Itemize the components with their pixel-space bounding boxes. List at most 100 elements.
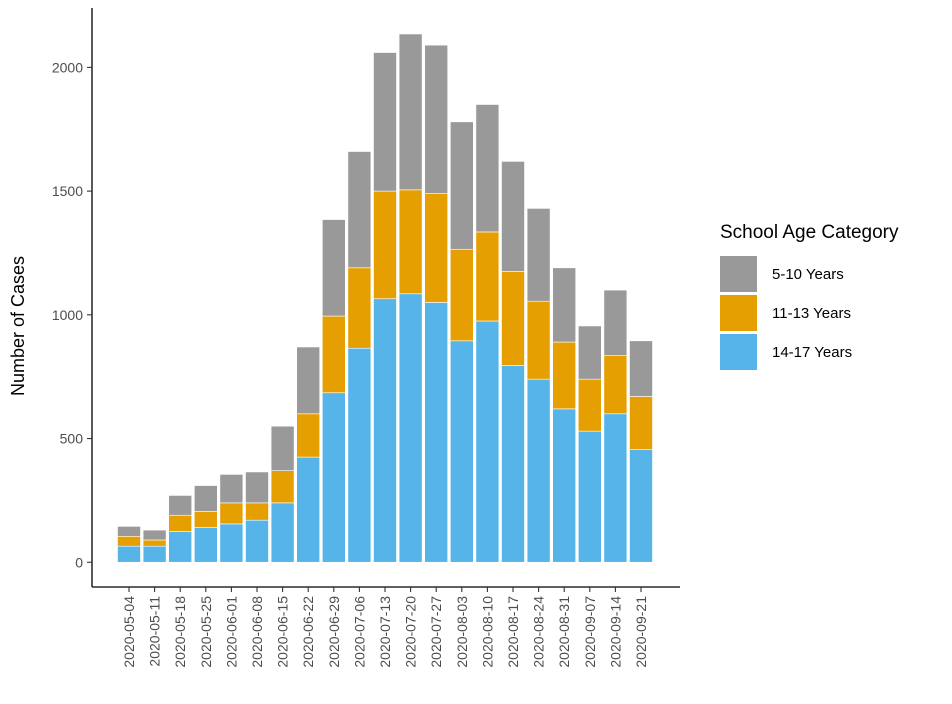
x-tick-label: 2020-06-08 (249, 596, 265, 668)
bar-segment-5-10-years-2020-05-11 (142, 529, 167, 541)
x-tick-label: 2020-09-21 (633, 596, 649, 668)
y-tick-label: 1000 (52, 307, 83, 323)
x-tick-label: 2020-07-06 (351, 596, 367, 668)
y-tick-label: 2000 (52, 59, 83, 75)
bar-segment-5-10-years-2020-08-03 (449, 121, 474, 250)
bar-segment-5-10-years-2020-06-01 (219, 474, 244, 504)
x-tick-label: 2020-07-13 (377, 596, 393, 668)
bar-segment-5-10-years-2020-05-25 (194, 485, 218, 512)
x-tick-label: 2020-06-22 (300, 596, 316, 668)
bar-segment-5-10-years-2020-09-21 (629, 340, 653, 397)
y-tick-label: 0 (75, 554, 83, 570)
bar-segment-14-17-years-2020-07-13 (373, 298, 397, 563)
bar-segment-5-10-years-2020-08-31 (552, 267, 577, 343)
x-tick-label: 2020-05-25 (198, 596, 214, 668)
x-tick-label: 2020-05-04 (121, 596, 137, 668)
bar-segment-11-13-years-2020-06-01 (219, 502, 244, 525)
x-tick-label: 2020-07-27 (428, 596, 444, 668)
bar-segment-11-13-years-2020-05-18 (168, 514, 192, 532)
bar-segment-5-10-years-2020-08-24 (526, 208, 551, 302)
bar-segment-5-10-years-2020-08-10 (475, 104, 500, 233)
bar-segment-14-17-years-2020-08-10 (475, 320, 500, 563)
bar-segment-11-13-years-2020-08-24 (526, 300, 551, 380)
bar-segment-11-13-years-2020-07-06 (347, 267, 372, 349)
bar-segment-11-13-years-2020-06-22 (296, 413, 321, 458)
bar-segment-5-10-years-2020-08-17 (501, 161, 525, 272)
bar-segment-14-17-years-2020-09-21 (629, 449, 653, 563)
bar-segment-11-13-years-2020-08-31 (552, 341, 577, 410)
y-tick-label: 1500 (52, 183, 83, 199)
bar-segment-5-10-years-2020-07-27 (424, 44, 449, 194)
bar-segment-11-13-years-2020-05-04 (117, 535, 141, 547)
x-tick-label: 2020-07-20 (403, 596, 419, 668)
bar-segment-11-13-years-2020-09-14 (603, 355, 628, 415)
legend-swatch-5-10-years (720, 256, 757, 292)
bar-segment-14-17-years-2020-09-14 (603, 413, 628, 563)
bar-segment-14-17-years-2020-07-27 (424, 302, 449, 563)
bar-segment-5-10-years-2020-06-15 (270, 425, 295, 472)
legend-label: 5-10 Years (772, 266, 844, 283)
bar-segment-11-13-years-2020-06-08 (245, 502, 269, 521)
bar-segment-11-13-years-2020-08-17 (501, 271, 525, 366)
bar-segment-11-13-years-2020-06-29 (321, 315, 346, 394)
x-tick-label: 2020-06-29 (326, 596, 342, 668)
bar-segment-5-10-years-2020-06-29 (321, 219, 346, 317)
x-tick-label: 2020-08-03 (454, 596, 470, 668)
bar-segment-11-13-years-2020-05-25 (194, 511, 218, 528)
bar-segment-5-10-years-2020-05-04 (117, 526, 141, 537)
legend-title: School Age Category (720, 222, 899, 243)
x-tick-label: 2020-05-11 (147, 596, 163, 667)
bar-segment-14-17-years-2020-07-20 (398, 293, 423, 563)
x-tick-label: 2020-06-01 (223, 596, 239, 668)
x-tick-label: 2020-08-31 (556, 596, 572, 668)
bar-segment-11-13-years-2020-07-13 (373, 190, 397, 300)
bar-segment-11-13-years-2020-07-20 (398, 189, 423, 295)
bar-segment-11-13-years-2020-08-03 (449, 248, 474, 342)
y-axis-title: Number of Cases (8, 256, 28, 396)
bar-segment-5-10-years-2020-07-13 (373, 52, 397, 192)
bar-segment-11-13-years-2020-05-11 (142, 539, 167, 547)
bar-segment-14-17-years-2020-06-22 (296, 456, 321, 563)
bar-segment-14-17-years-2020-05-11 (142, 545, 167, 563)
bar-segment-14-17-years-2020-08-31 (552, 408, 577, 563)
bar-segment-14-17-years-2020-07-06 (347, 347, 372, 563)
bar-segment-5-10-years-2020-09-07 (577, 325, 602, 380)
bar-segment-5-10-years-2020-06-22 (296, 346, 321, 415)
bar-segment-5-10-years-2020-07-06 (347, 151, 372, 269)
bar-segment-14-17-years-2020-08-17 (501, 365, 525, 563)
legend-swatch-14-17-years (720, 334, 757, 370)
bar-segment-14-17-years-2020-08-24 (526, 378, 551, 563)
x-tick-label: 2020-08-17 (505, 596, 521, 668)
bars-layer (117, 33, 653, 563)
x-axis: 2020-05-04 2020-05-11 2020-05-18 2020-05-25… (92, 586, 680, 668)
bar-segment-14-17-years-2020-05-18 (168, 531, 192, 563)
bar-segment-14-17-years-2020-08-03 (449, 340, 474, 563)
bar-segment-14-17-years-2020-05-25 (194, 527, 218, 563)
bar-segment-14-17-years-2020-09-07 (577, 430, 602, 563)
y-axis: 0 500 1000 1500 2000 (52, 8, 93, 587)
bar-segment-11-13-years-2020-07-27 (424, 193, 449, 303)
bar-segment-5-10-years-2020-05-18 (168, 495, 192, 516)
bar-segment-14-17-years-2020-05-04 (117, 545, 141, 563)
legend-label: 11-13 Years (772, 305, 851, 322)
bar-segment-11-13-years-2020-08-10 (475, 231, 500, 322)
x-tick-label: 2020-09-14 (607, 596, 623, 668)
x-tick-label: 2020-06-15 (275, 596, 291, 668)
x-tick-label: 2020-08-10 (479, 596, 495, 668)
bar-segment-14-17-years-2020-06-08 (245, 519, 269, 563)
bar-segment-5-10-years-2020-07-20 (398, 33, 423, 191)
bar-segment-5-10-years-2020-09-14 (603, 289, 628, 356)
y-tick-label: 500 (60, 431, 84, 447)
legend-swatch-11-13-years (720, 295, 757, 331)
bar-segment-11-13-years-2020-09-07 (577, 378, 602, 432)
legend-label: 14-17 Years (772, 344, 852, 361)
legend: School Age Category 5-10 Years 11-13 Year… (720, 222, 899, 370)
x-tick-label: 2020-09-07 (582, 596, 598, 668)
bar-segment-14-17-years-2020-06-01 (219, 523, 244, 563)
bar-segment-11-13-years-2020-09-21 (629, 396, 653, 450)
bar-segment-5-10-years-2020-06-08 (245, 471, 269, 504)
x-tick-label: 2020-08-24 (531, 596, 547, 668)
bar-segment-14-17-years-2020-06-29 (321, 392, 346, 563)
x-tick-label: 2020-05-18 (172, 596, 188, 668)
